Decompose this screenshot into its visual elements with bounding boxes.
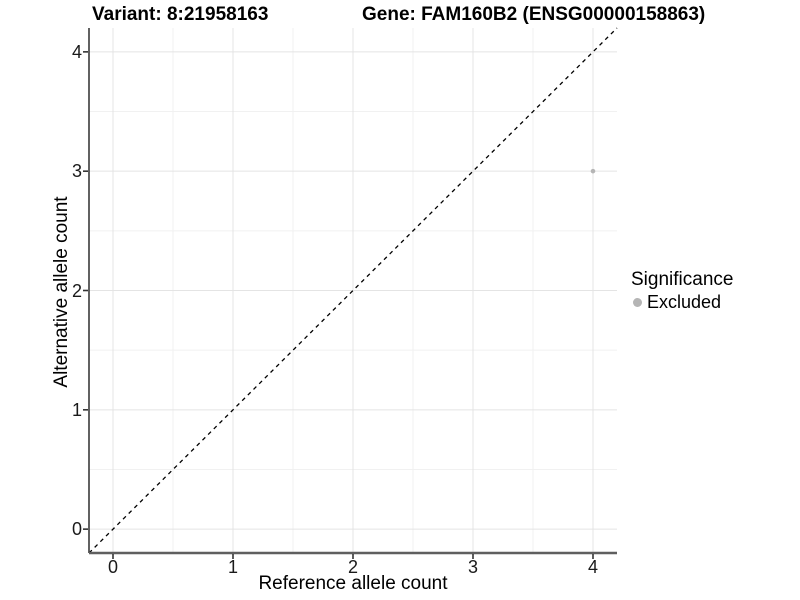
y-tick-label: 1	[71, 399, 82, 420]
y-tick-label: 2	[71, 280, 82, 301]
legend-item: Excluded	[631, 292, 733, 313]
legend: Significance Excluded	[631, 269, 733, 313]
x-tick-label: 2	[347, 557, 358, 577]
gene-title: Gene: FAM160B2 (ENSG00000158863)	[362, 4, 706, 25]
y-tick-label: 0	[71, 519, 82, 540]
x-tick-label: 4	[587, 557, 598, 577]
y-tick-label: 3	[71, 161, 82, 182]
legend-items: Excluded	[631, 292, 733, 313]
x-axis-title: Reference allele count	[258, 573, 448, 594]
legend-title: Significance	[631, 269, 734, 290]
x-tick-label: 0	[107, 557, 118, 577]
legend-key-dot-icon	[633, 298, 642, 307]
data-point	[590, 168, 596, 174]
x-tick-label: 1	[227, 557, 238, 577]
variant-title: Variant: 8:21958163	[92, 4, 269, 25]
y-tick-label: 4	[71, 41, 82, 62]
legend-item-label: Excluded	[647, 292, 722, 312]
x-tick-label: 3	[467, 557, 478, 577]
